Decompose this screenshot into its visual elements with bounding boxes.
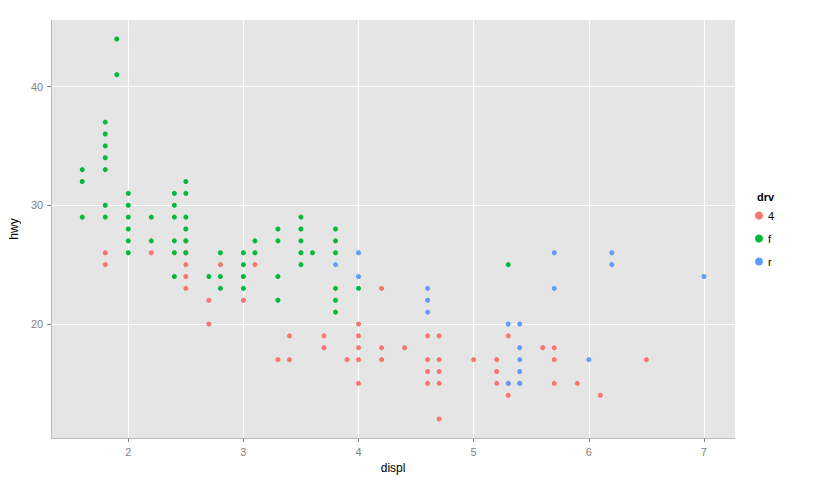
svg-text:4: 4: [768, 210, 774, 222]
svg-text:hwy: hwy: [7, 218, 21, 239]
svg-text:3: 3: [240, 446, 246, 458]
svg-text:f: f: [768, 233, 772, 245]
svg-text:5: 5: [471, 446, 477, 458]
svg-text:4: 4: [355, 446, 361, 458]
svg-text:6: 6: [586, 446, 592, 458]
svg-text:20: 20: [31, 318, 43, 330]
svg-text:r: r: [768, 256, 772, 268]
svg-text:displ: displ: [381, 461, 406, 475]
svg-text:2: 2: [125, 446, 131, 458]
svg-text:drv: drv: [757, 191, 775, 203]
svg-text:30: 30: [31, 199, 43, 211]
svg-text:7: 7: [701, 446, 707, 458]
svg-text:40: 40: [31, 81, 43, 93]
